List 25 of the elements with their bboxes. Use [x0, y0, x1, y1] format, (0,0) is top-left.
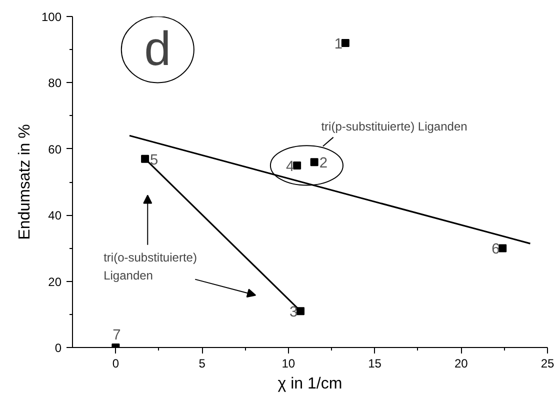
annotation: d [144, 23, 172, 76]
x-tick-label: 15 [368, 356, 382, 370]
annotation: tri(p-substituierte) Liganden [321, 120, 468, 134]
x-axis-title: χ in 1/cm [278, 376, 342, 392]
annotation: 2 [319, 156, 328, 172]
annotation: 3 [290, 304, 298, 321]
annotation: 5 [150, 152, 158, 168]
point [310, 158, 318, 166]
x-tick-label: 10 [282, 356, 296, 370]
annotation: 4 [286, 158, 294, 175]
annotation: 1 [334, 36, 343, 52]
x-tick-label: 20 [454, 356, 468, 370]
annotation: tri(o-substituierte) Liganden [104, 250, 197, 283]
y-tick-label: 0 [54, 341, 62, 355]
annotation: 7 [112, 328, 121, 344]
x-tick-label: 5 [198, 356, 206, 370]
x-tick-label: 25 [540, 356, 554, 370]
y-axis-title: Endumsatz in % [16, 124, 34, 240]
y-tick-label: 20 [48, 274, 62, 289]
y-tick-label: 60 [48, 142, 62, 156]
y-tick-label: 100 [41, 10, 62, 24]
y-tick-label: 80 [48, 76, 62, 90]
annotation: 6 [492, 242, 500, 258]
y-tick-label: 40 [48, 208, 62, 223]
x-tick-label: 0 [112, 356, 120, 370]
